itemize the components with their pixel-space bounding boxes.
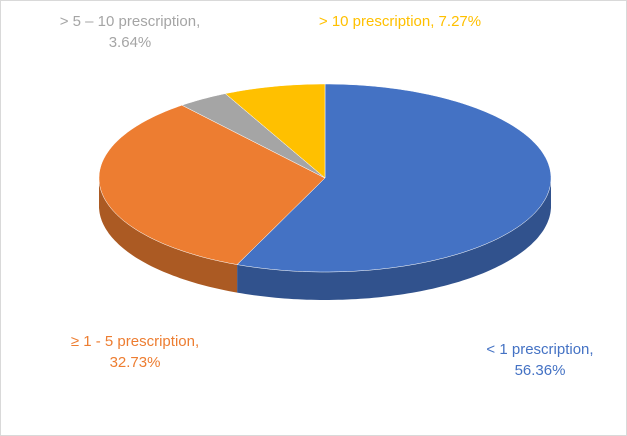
data-label: 56.36%: [515, 362, 566, 379]
data-label: > 10 prescription, 7.27%: [319, 13, 481, 30]
data-label: 3.64%: [109, 34, 152, 51]
data-label: > 5 – 10 prescription,: [60, 13, 201, 30]
slice: [224, 83, 326, 179]
slice: [236, 83, 552, 273]
data-label: 32.73%: [110, 354, 161, 371]
slice: [181, 93, 326, 179]
data-label: ≥ 1 - 5 prescription,: [71, 333, 199, 350]
slice-side: [99, 178, 238, 293]
data-label: < 1 prescription,: [486, 341, 593, 358]
slice: [98, 104, 326, 265]
slice-side: [237, 178, 551, 300]
